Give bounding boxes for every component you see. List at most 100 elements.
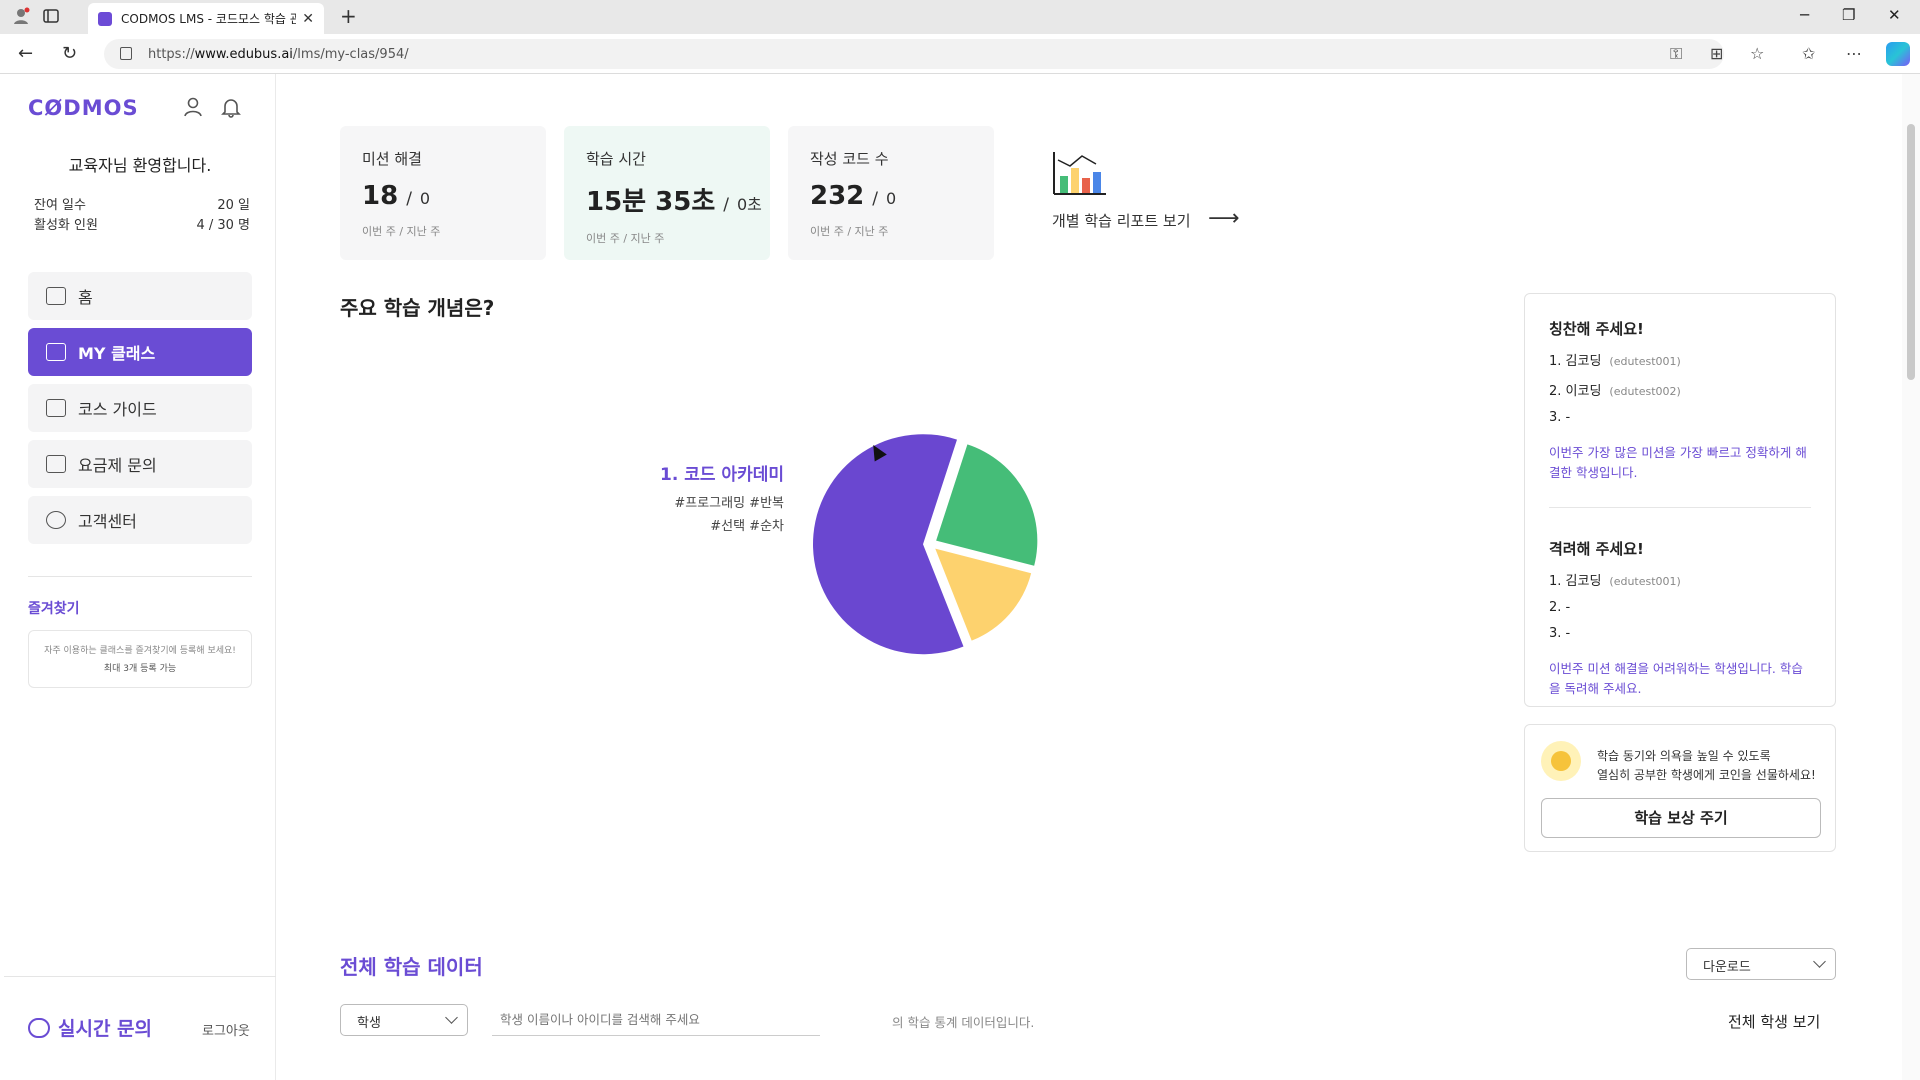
encourage-description: 이번주 미션 해결을 어려워하는 학생입니다. 학습을 독려해 주세요. [1549, 661, 1803, 696]
browser-tab-bar: CODMOS LMS - 코드모스 학습 관 ✕ + ─ ❐ ✕ [0, 0, 1920, 34]
favorites-limit: 최대 3개 등록 가능 [103, 664, 177, 674]
live-chat-button[interactable]: 실시간 문의 [28, 1014, 152, 1041]
download-dropdown[interactable]: 다운로드 [1686, 948, 1836, 980]
give-reward-button[interactable]: 학습 보상 주기 [1541, 798, 1821, 838]
card-prev-value: 0초 [737, 195, 762, 214]
favorites-title: 즐겨찾기 [28, 601, 80, 617]
praise-rank-1: 1. 김코딩 (edutest001) [1549, 350, 1811, 369]
calendar-icon [46, 399, 66, 417]
reward-line: 열심히 공부한 학생에게 코인을 선물하세요! [1597, 768, 1816, 782]
card-sub: 이번 주 / 지난 주 [586, 232, 665, 245]
sidebar-item-home[interactable]: 홈 [28, 272, 252, 320]
active-members-row: 활성화 인원 4 / 30 명 [34, 214, 250, 233]
card-separator: / [406, 189, 412, 209]
key-icon[interactable]: ⚿ [1670, 44, 1683, 63]
sidebar-item-label: 홈 [78, 288, 93, 307]
sidebar-item-label: 코스 가이드 [78, 400, 157, 419]
card-label: 미션 해결 [362, 150, 422, 168]
url-path: /lms/my-clas/954/ [292, 46, 409, 62]
copilot-icon[interactable] [1886, 42, 1910, 66]
rank-name: 1. 김코딩 [1549, 574, 1602, 589]
praise-title: 칭찬해 주세요! [1549, 320, 1644, 338]
new-tab-icon[interactable]: + [340, 4, 357, 28]
apps-icon[interactable]: ⊞ [1710, 44, 1724, 63]
card-prev-value: 0 [886, 189, 897, 208]
reload-icon[interactable]: ↻ [62, 43, 78, 64]
view-all-students-link[interactable]: 전체 학생 보기 [1728, 1013, 1821, 1031]
rank-id: (edutest001) [1609, 355, 1681, 368]
student-search-input[interactable] [492, 1004, 820, 1036]
tab-title: CODMOS LMS - 코드모스 학습 관 [121, 12, 297, 26]
browser-tab[interactable]: CODMOS LMS - 코드모스 학습 관 ✕ [88, 3, 324, 34]
address-bar[interactable]: https://www.edubus.ai/lms/my-clas/954/ [104, 39, 1724, 69]
reward-line: 학습 동기와 의욕을 높일 수 있도록 [1597, 749, 1771, 763]
card-label: 작성 코드 수 [810, 150, 889, 168]
sidebar-divider [28, 576, 252, 577]
study-time-card: 학습 시간 15분 35초 / 0초 이번 주 / 지난 주 [564, 126, 770, 260]
report-chart-icon[interactable] [1052, 150, 1108, 198]
card-prev-value: 0 [419, 189, 431, 208]
concept-tags-line: #선택 #순차 [710, 519, 784, 534]
more-icon[interactable]: ⋯ [1846, 44, 1862, 63]
concepts-title: 주요 학습 개념은? [340, 296, 495, 320]
page-scrollbar[interactable] [1902, 74, 1920, 1080]
profile-icon[interactable] [12, 7, 30, 25]
encourage-title: 격려해 주세요! [1549, 540, 1644, 558]
sidebar-item-label: 요금제 문의 [78, 456, 157, 475]
favorite-star-icon[interactable]: ☆ [1750, 44, 1765, 63]
logout-link[interactable]: 로그아웃 [202, 1024, 250, 1039]
coin-icon [1541, 741, 1581, 781]
sidebar-item-course-guide[interactable]: 코스 가이드 [28, 384, 252, 432]
browser-toolbar: ← ↻ https://www.edubus.ai/lms/my-clas/95… [0, 34, 1920, 74]
headset-icon [46, 511, 66, 529]
tab-actions-icon[interactable] [42, 7, 60, 25]
chevron-down-icon [445, 1011, 458, 1024]
chat-icon [28, 1017, 50, 1038]
live-chat-label: 실시간 문의 [58, 1018, 153, 1040]
code-count-card: 작성 코드 수 232 / 0 이번 주 / 지난 주 [788, 126, 994, 260]
reward-text: 학습 동기와 의욕을 높일 수 있도록 열심히 공부한 학생에게 코인을 선물하… [1597, 747, 1816, 785]
close-window-icon[interactable]: ✕ [1888, 6, 1901, 24]
remaining-days-value: 20 일 [217, 198, 250, 213]
logo[interactable]: CØDMOS [28, 96, 139, 120]
reward-panel: 학습 동기와 의욕을 높일 수 있도록 열심히 공부한 학생에게 코인을 선물하… [1524, 724, 1836, 852]
favorites-box: 자주 이용하는 클래스를 즐겨찾기에 등록해 보세요! 최대 3개 등록 가능 [28, 630, 252, 688]
praise-description: 이번주 가장 많은 미션을 가장 빠르고 정확하게 해결한 학생입니다. [1549, 445, 1807, 480]
arrow-right-icon[interactable]: ⟶ [1208, 206, 1240, 231]
card-separator: / [872, 189, 879, 209]
user-icon[interactable] [182, 96, 204, 118]
encourage-rank-1: 1. 김코딩 (edutest001) [1549, 570, 1811, 589]
concepts-pie-chart [813, 434, 1038, 655]
sidebar-item-support[interactable]: 고객센터 [28, 496, 252, 544]
scrollbar-thumb[interactable] [1907, 124, 1915, 380]
target-select[interactable]: 학생 [340, 1004, 468, 1036]
url-prefix: https:// [148, 46, 195, 62]
card-value: 232 [810, 181, 865, 211]
encourage-rank-3: 3. - [1549, 626, 1811, 641]
remaining-days-label: 잔여 일수 [34, 198, 86, 213]
sidebar-item-my-class[interactable]: MY 클래스 [28, 328, 252, 376]
report-link[interactable]: 개별 학습 리포트 보기 [1052, 212, 1191, 230]
card-sub: 이번 주 / 지난 주 [810, 225, 889, 238]
restore-icon[interactable]: ❐ [1842, 6, 1856, 24]
praise-rank-3: 3. - [1549, 410, 1811, 425]
active-members-label: 활성화 인원 [34, 218, 98, 233]
sidebar-item-label: 고객센터 [78, 512, 137, 531]
card-sub: 이번 주 / 지난 주 [362, 225, 441, 238]
favorites-list-icon[interactable]: ✩ [1802, 44, 1816, 63]
target-select-value: 학생 [357, 1016, 381, 1031]
download-label: 다운로드 [1703, 960, 1751, 975]
close-tab-icon[interactable]: ✕ [302, 10, 314, 27]
panel-divider [1549, 507, 1811, 508]
lock-icon [120, 47, 132, 60]
rank-name: 3. - [1549, 626, 1571, 641]
site-favicon-icon [98, 11, 112, 26]
concept-tags-line: #프로그래밍 #반복 [674, 496, 784, 511]
class-icon [46, 343, 66, 361]
sidebar-item-pricing[interactable]: 요금제 문의 [28, 440, 252, 488]
back-icon[interactable]: ← [18, 43, 34, 64]
rank-name: 2. 이코딩 [1549, 384, 1602, 399]
encourage-rank-2: 2. - [1549, 600, 1811, 615]
minimize-icon[interactable]: ─ [1800, 6, 1810, 24]
bell-icon[interactable] [220, 96, 242, 118]
